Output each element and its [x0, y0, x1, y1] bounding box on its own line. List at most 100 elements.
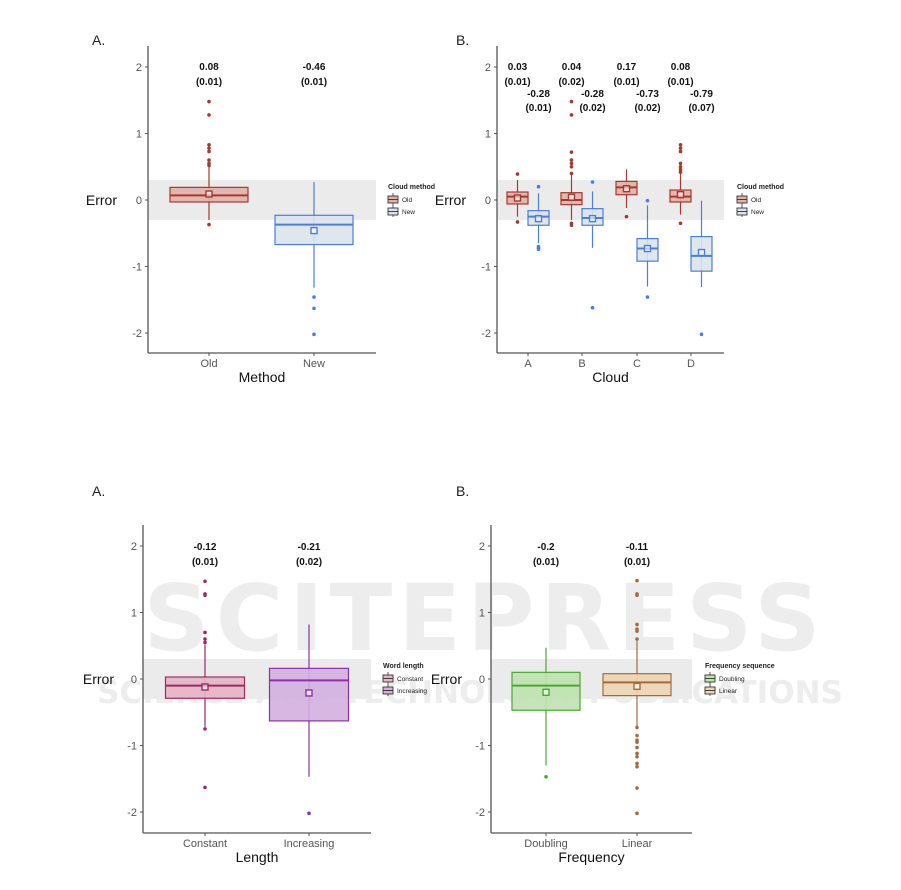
y-tick-label: 2	[136, 62, 142, 74]
y-tick-label: 0	[479, 674, 485, 686]
outlier-point	[569, 113, 574, 117]
x-axis-title: Length	[236, 849, 279, 865]
outlier-point	[569, 161, 574, 166]
y-tick-label: 0	[136, 195, 142, 207]
box-d-new: -0.79 (0.07)	[688, 89, 715, 337]
y-axis-title: Error	[431, 671, 462, 687]
x-tick-label: A	[524, 358, 532, 370]
outlier-point	[635, 733, 639, 738]
outlier-point	[635, 637, 639, 641]
y-axis-title: Error	[83, 671, 114, 687]
y-tick-label: -2	[132, 328, 142, 340]
se-annotation: (0.02)	[558, 77, 584, 88]
y-tick-label: 1	[136, 129, 142, 141]
outlier-point	[645, 295, 650, 299]
mean-annotation: -0.2	[537, 542, 555, 553]
box-constant-constant: -0.12 (0.01)	[164, 542, 246, 790]
mean-annotation: -0.73	[636, 89, 659, 100]
y-tick-label: -2	[475, 807, 485, 819]
mean-marker	[643, 244, 652, 253]
x-tick-label: Constant	[183, 838, 227, 850]
box-b-old: 0.04 (0.02)	[558, 62, 585, 228]
outlier-point	[678, 146, 683, 150]
se-annotation: (0.02)	[634, 103, 660, 114]
box-doubling-doubling: -0.2 (0.01)	[511, 542, 581, 779]
outlier-point	[203, 579, 207, 584]
outlier-point	[207, 158, 211, 162]
outlier-point	[635, 593, 639, 598]
se-annotation: (0.01)	[301, 77, 327, 88]
y-axis-title: Error	[435, 192, 466, 208]
mean-marker	[310, 226, 318, 235]
outlier-point	[635, 745, 639, 750]
outlier-point	[645, 198, 650, 203]
y-tick-label: 0	[131, 674, 137, 686]
outlier-point	[203, 640, 207, 645]
box-b-new: -0.28 (0.02)	[579, 89, 606, 310]
mean-marker	[622, 184, 631, 193]
mean-marker	[205, 190, 213, 198]
outlier-point	[635, 622, 639, 627]
outlier-point	[203, 593, 207, 598]
outlier-point	[678, 143, 683, 147]
y-axis-title: Error	[86, 192, 117, 208]
mean-marker	[588, 214, 597, 223]
legend-title: Word length	[383, 663, 424, 670]
x-tick-label: D	[687, 358, 695, 370]
outlier-point	[569, 150, 574, 154]
box-a-old: 0.03 (0.01)	[504, 62, 531, 224]
box-c-new: -0.73 (0.02)	[634, 89, 661, 299]
panel-label: A.	[92, 483, 105, 499]
box-linear-linear: -0.11 (0.01)	[602, 542, 672, 816]
x-axis-title: Cloud	[592, 369, 629, 385]
legend-entry: Increasing	[397, 688, 427, 695]
outlier-point	[515, 220, 520, 224]
outlier-point	[203, 637, 207, 641]
outlier-point	[207, 163, 211, 168]
outlier-point	[207, 146, 211, 150]
se-annotation: (0.02)	[579, 103, 605, 114]
se-annotation: (0.01)	[533, 557, 559, 568]
mean-marker	[305, 689, 313, 697]
y-tick-label: 1	[131, 608, 137, 620]
outlier-point	[207, 99, 211, 104]
se-annotation: (0.01)	[504, 77, 530, 88]
y-tick-label: 0	[485, 195, 491, 207]
box-d-old: 0.08 (0.01)	[667, 62, 694, 226]
outlier-point	[590, 180, 595, 184]
mean-annotation: -0.79	[690, 89, 713, 100]
outlier-point	[515, 172, 520, 176]
outlier-point	[635, 725, 639, 730]
box-iqr	[511, 671, 581, 711]
outlier-point	[207, 113, 211, 117]
outlier-point	[203, 785, 207, 790]
legend-entry: New	[751, 209, 764, 216]
legend: Frequency sequence Doubling Linear	[704, 663, 775, 696]
legend-entry: New	[402, 209, 415, 216]
se-annotation: (0.01)	[525, 103, 551, 114]
outlier-point	[678, 221, 683, 226]
y-tick-label: -1	[132, 262, 142, 274]
mean-annotation: -0.28	[527, 89, 550, 100]
mean-annotation: -0.46	[303, 62, 326, 73]
se-annotation: (0.02)	[296, 557, 322, 568]
y-tick-label: -1	[127, 741, 137, 753]
y-tick-label: 2	[479, 541, 485, 553]
outlier-point	[569, 158, 574, 162]
x-tick-label: Doubling	[524, 838, 567, 850]
outlier-point	[699, 332, 704, 337]
chart-panel-3: A. 2 1 0 -1 -2 Error Constant Increasing Length -0…	[83, 483, 427, 865]
outlier-point	[624, 214, 629, 219]
mean-marker	[542, 688, 550, 696]
mean-marker	[567, 193, 576, 202]
se-annotation: (0.01)	[196, 77, 222, 88]
outlier-point	[569, 223, 574, 228]
outlier-point	[635, 811, 639, 816]
mean-annotation: 0.08	[199, 62, 219, 73]
legend-title: Cloud method	[737, 184, 784, 191]
box-c-old: 0.17 (0.01)	[613, 62, 640, 219]
outlier-point	[207, 222, 211, 227]
